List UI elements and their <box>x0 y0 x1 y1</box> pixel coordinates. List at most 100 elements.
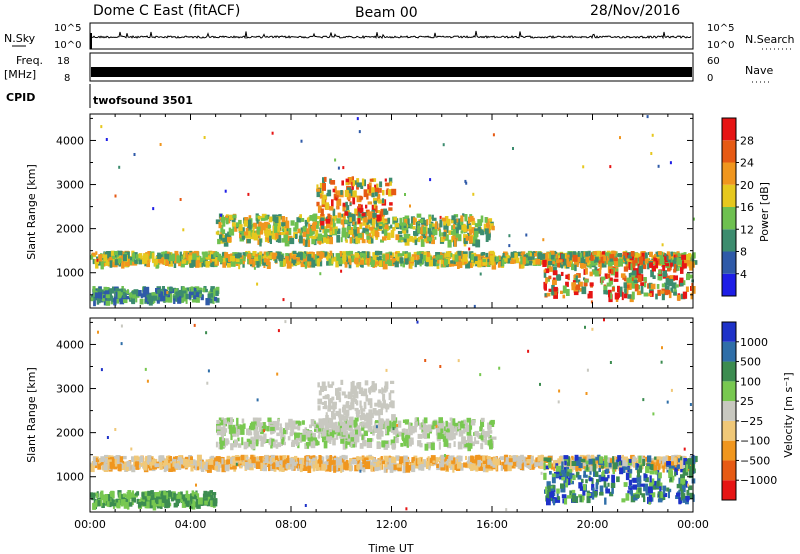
heatmap-cell <box>231 215 236 223</box>
heatmap-cell <box>249 440 252 445</box>
heatmap-cell <box>577 252 583 258</box>
heatmap-cell <box>382 190 385 196</box>
heatmap-cell <box>681 254 686 260</box>
heatmap-cell <box>680 464 686 472</box>
heatmap-cell <box>611 269 614 274</box>
heatmap-cell <box>299 439 303 443</box>
heatmap-cell <box>353 227 358 235</box>
heatmap-cell <box>129 260 132 265</box>
heatmap-cell <box>237 252 242 258</box>
heatmap-cell <box>185 297 188 304</box>
heatmap-cell <box>487 463 492 469</box>
heatmap-cell <box>434 236 437 240</box>
heatmap-cell <box>264 215 268 221</box>
heatmap-cell <box>340 428 345 435</box>
heatmap-cell <box>443 231 447 237</box>
heatmap-cell <box>110 250 115 256</box>
heatmap-cell <box>381 220 386 224</box>
heatmap-cell <box>476 433 482 438</box>
heatmap-cell <box>236 417 239 426</box>
heatmap-cell <box>676 258 682 265</box>
heatmap-cell <box>535 457 538 465</box>
heatmap-cell <box>367 425 373 433</box>
heatmap-cell <box>336 190 340 196</box>
heatmap-cell <box>337 228 341 235</box>
heatmap-cell <box>611 250 616 257</box>
nave-label: Nave <box>745 64 773 77</box>
heatmap-cell <box>121 286 124 290</box>
heatmap-cell <box>256 261 260 268</box>
heatmap-cell <box>374 465 379 472</box>
heatmap-cell <box>661 252 665 257</box>
heatmap-cell <box>352 231 355 239</box>
heatmap-cell <box>589 263 592 269</box>
heatmap-cell <box>630 251 635 257</box>
heatmap-cell <box>474 437 477 444</box>
heatmap-cell <box>194 286 200 291</box>
heatmap-cell <box>174 288 177 295</box>
heatmap-cell <box>410 261 413 269</box>
heatmap-cell <box>469 215 474 223</box>
heatmap-cell <box>283 428 287 435</box>
heatmap-cell <box>324 228 330 233</box>
heatmap-cell <box>298 235 303 244</box>
heatmap-cell <box>235 424 238 433</box>
heatmap-cell <box>312 432 316 438</box>
heatmap-cell <box>301 434 306 442</box>
heatmap-cell <box>299 434 304 439</box>
heatmap-cell <box>94 292 99 298</box>
heatmap-cell <box>520 252 525 256</box>
heatmap-cell <box>272 441 276 448</box>
heatmap-cell <box>479 256 485 262</box>
heatmap-cell <box>113 251 119 256</box>
heatmap-cell <box>409 440 414 445</box>
heatmap-cell <box>359 443 364 449</box>
heatmap-cell <box>669 265 672 271</box>
heatmap-cell <box>443 223 447 230</box>
heatmap-cell <box>691 286 696 294</box>
heatmap-cell <box>450 260 454 264</box>
heatmap-cell <box>581 286 587 295</box>
heatmap-cell <box>188 255 193 264</box>
heatmap-cell <box>443 457 447 461</box>
heatmap-cell <box>132 294 136 299</box>
heatmap-cell <box>399 217 403 226</box>
heatmap-cell <box>360 409 364 416</box>
heatmap-cell <box>168 254 173 261</box>
heatmap-cell <box>135 294 138 303</box>
heatmap-cell <box>308 462 313 468</box>
heatmap-cell <box>440 259 445 265</box>
heatmap-cell <box>555 253 558 259</box>
heatmap-cell <box>405 219 410 227</box>
heatmap-cell <box>370 465 373 470</box>
heatmap-cell <box>376 183 379 192</box>
heatmap-cell <box>199 288 203 293</box>
heatmap-cell <box>119 297 123 302</box>
heatmap-cell <box>335 434 339 440</box>
heatmap-cell <box>216 420 221 425</box>
heatmap-cell <box>605 252 609 257</box>
heatmap-cell <box>154 458 158 465</box>
heatmap-cell <box>198 290 202 296</box>
heatmap-cell <box>648 293 652 297</box>
heatmap-cell <box>245 461 249 470</box>
heatmap-cell <box>642 259 645 266</box>
heatmap-cell <box>242 231 246 240</box>
heatmap-cell <box>159 291 163 297</box>
heatmap-cell <box>617 285 620 293</box>
heatmap-cell <box>506 254 510 261</box>
heatmap-cell <box>248 258 253 265</box>
heatmap-cell <box>272 420 277 424</box>
freq-unit-label: [MHz] <box>4 68 36 81</box>
heatmap-cell <box>336 198 342 206</box>
heatmap-cell <box>300 139 303 143</box>
heatmap-cell <box>553 460 557 467</box>
heatmap-cell <box>551 284 555 292</box>
heatmap-cell <box>673 457 677 465</box>
heatmap-cell <box>508 244 511 248</box>
heatmap-cell <box>133 153 136 156</box>
heatmap-cell <box>479 272 482 276</box>
heatmap-cell <box>449 417 453 421</box>
heatmap-cell <box>164 259 170 266</box>
